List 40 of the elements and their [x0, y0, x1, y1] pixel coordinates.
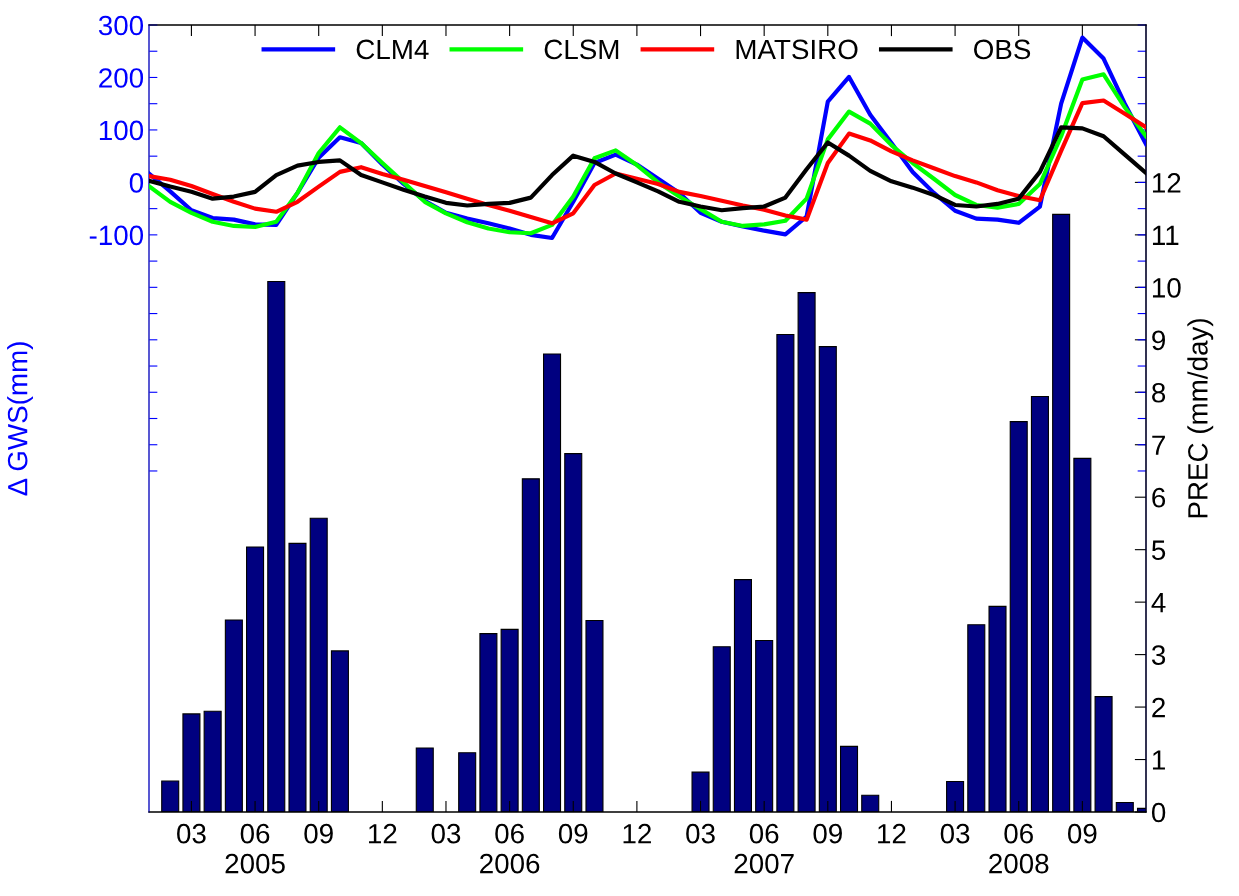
x-tick-label: 09 [1068, 823, 1097, 844]
y-axis-title: Δ GWS(mm) [7, 342, 33, 496]
y2-tick-label: 12 [1152, 173, 1181, 193]
legend-label: CLSM [544, 39, 619, 60]
y2-tick-label: 7 [1152, 435, 1165, 455]
y-tick-label: 200 [99, 68, 144, 88]
y2-tick-label: 0 [1151, 802, 1166, 823]
x-tick-label: 09 [813, 823, 842, 844]
x-tick-label: 06 2006 [480, 823, 540, 874]
y2-tick-label: 1 [1152, 750, 1165, 770]
y2-tick-label: 2 [1152, 697, 1165, 718]
x-tick-label: 12 [878, 823, 906, 844]
legend-label: OBS [974, 39, 1031, 60]
x-tick-label: 03 [940, 823, 970, 844]
x-tick-label: 12 [369, 823, 397, 844]
x-tick-label: 06 2008 [989, 823, 1049, 874]
y2-tick-label: 10 [1152, 278, 1181, 298]
x-tick-label: 03 [686, 823, 715, 844]
line-series [149, 98, 1146, 226]
x-tick-label: 06 2005 [225, 823, 285, 874]
y-tick-label: -100 [89, 225, 144, 246]
y2-tick-label: 9 [1152, 330, 1165, 351]
legend-label: MATSIRO [736, 39, 858, 60]
x-tick-label: 03 [177, 823, 206, 844]
y2-tick-label: 3 [1151, 645, 1166, 665]
y2-tick-label: 5 [1151, 540, 1166, 561]
y-tick-label: 300 [98, 15, 144, 36]
y2-tick-label: 6 [1152, 487, 1166, 508]
x-tick-label: 03 [431, 823, 461, 844]
y-tick-label: 100 [99, 120, 144, 141]
x-tick-label: 09 [558, 823, 588, 844]
x-tick-label: 09 [304, 823, 333, 844]
y2-tick-label: 8 [1152, 382, 1166, 403]
legend-label: CLM4 [356, 39, 429, 60]
y2-tick-label: 11 [1152, 225, 1179, 245]
x-tick-label: 06 2007 [734, 823, 794, 874]
y2-tick-label: 4 [1151, 593, 1166, 613]
x-tick-label: 12 [623, 823, 651, 844]
y2-axis-title: PREC (mm/day) [1187, 319, 1214, 518]
y-tick-label: 0 [129, 173, 144, 193]
